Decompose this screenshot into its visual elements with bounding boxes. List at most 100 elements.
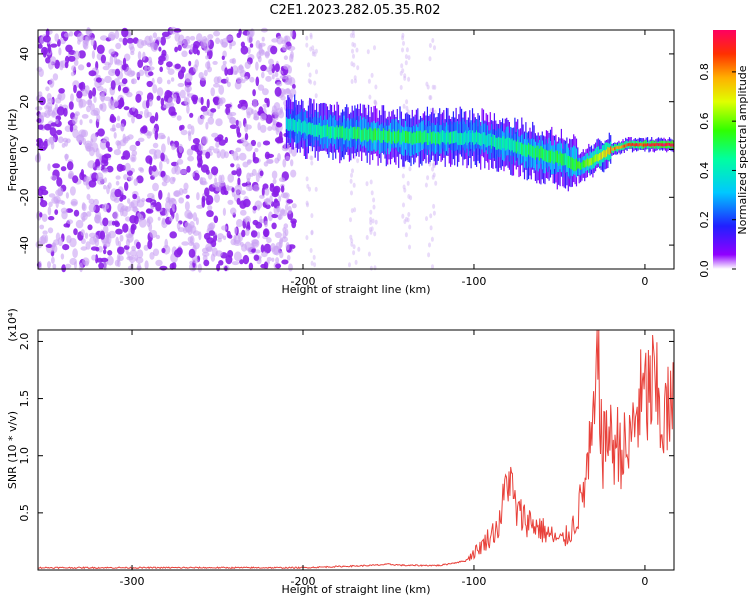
signal-cell (476, 130, 478, 143)
noise-speckle (219, 149, 226, 159)
signal-cell (433, 131, 435, 144)
noise-speckle (131, 245, 137, 252)
signal-cell (560, 153, 562, 166)
noise-speckle (402, 103, 406, 109)
noise-speckle (167, 192, 171, 202)
signal-cell (435, 133, 437, 146)
signal-cell (491, 136, 493, 149)
noise-speckle (102, 225, 109, 234)
noise-speckle (274, 63, 280, 73)
noise-speckle (155, 201, 162, 212)
noise-speckle (93, 96, 97, 103)
signal-cell (508, 137, 510, 150)
noise-speckle (173, 93, 177, 102)
noise-speckle (356, 65, 360, 71)
snr-y-multiplier: (x10⁴) (6, 308, 19, 342)
signal-cell (562, 153, 564, 166)
noise-speckle (139, 111, 144, 115)
noise-speckle (202, 251, 210, 257)
signal-cell (601, 151, 604, 159)
noise-speckle (309, 146, 313, 152)
noise-speckle (261, 71, 265, 79)
noise-speckle (206, 98, 210, 109)
noise-speckle (276, 205, 281, 213)
noise-speckle (254, 249, 261, 254)
noise-speckle (84, 85, 90, 94)
noise-speckle (61, 142, 66, 148)
noise-speckle (160, 152, 165, 162)
signal-cell (504, 138, 506, 151)
noise-speckle (80, 169, 84, 177)
noise-speckle (263, 261, 269, 270)
signal-cell (651, 143, 653, 147)
signal-cell (324, 125, 326, 138)
noise-speckle (51, 256, 55, 264)
signal-cell (588, 159, 590, 167)
noise-speckle (215, 250, 223, 257)
noise-speckle (348, 262, 351, 268)
noise-speckle (250, 230, 258, 238)
signal-cell (366, 129, 368, 142)
noise-speckle (174, 46, 179, 53)
noise-speckle (274, 86, 282, 97)
noise-speckle (54, 209, 59, 216)
noise-speckle (305, 35, 309, 41)
signal-cell (368, 129, 370, 141)
noise-speckle (99, 140, 107, 150)
noise-speckle (175, 212, 179, 222)
noise-speckle (108, 230, 116, 239)
signal-cell (447, 130, 449, 143)
noise-speckle (242, 254, 250, 265)
noise-speckle (132, 193, 138, 200)
noise-speckle (241, 229, 246, 238)
noise-speckle (90, 37, 95, 46)
noise-speckle (408, 224, 412, 230)
noise-speckle (203, 69, 208, 77)
noise-speckle (48, 201, 53, 208)
noise-speckle (120, 123, 125, 132)
signal-cell (339, 125, 341, 138)
noise-speckle (315, 69, 318, 75)
noise-speckle (429, 95, 433, 101)
noise-speckle (48, 216, 55, 221)
noise-speckle (164, 238, 168, 249)
noise-speckle (148, 99, 153, 107)
noise-speckle (116, 115, 121, 122)
noise-speckle (89, 119, 93, 124)
signal-cell (578, 161, 580, 169)
signal-cell (621, 145, 623, 149)
noise-speckle (37, 124, 44, 130)
noise-speckle (157, 216, 161, 221)
signal-cell (653, 143, 655, 147)
noise-speckle (163, 174, 171, 184)
noise-speckle (208, 230, 216, 237)
noise-speckle (92, 87, 97, 97)
noise-speckle (232, 151, 239, 161)
noise-speckle (158, 46, 162, 52)
signal-cell (391, 132, 393, 145)
noise-speckle (122, 37, 128, 46)
signal-cell (381, 131, 383, 143)
noise-speckle (52, 73, 59, 81)
noise-speckle (114, 68, 121, 77)
noise-speckle (212, 96, 220, 104)
signal-cell (570, 157, 572, 170)
noise-speckle (88, 198, 95, 204)
noise-speckle (98, 246, 103, 253)
noise-speckle (373, 231, 377, 237)
signal-cell (411, 133, 413, 146)
noise-speckle (240, 45, 249, 55)
noise-speckle (73, 50, 81, 60)
signal-cell (336, 125, 338, 138)
noise-speckle (139, 167, 145, 173)
noise-speckle (308, 72, 312, 78)
noise-speckle (238, 99, 247, 105)
noise-speckle (49, 56, 57, 65)
noise-speckle (228, 116, 236, 124)
signal-cell (444, 132, 446, 145)
noise-speckle (401, 35, 405, 41)
signal-cell (318, 123, 320, 135)
noise-speckle (141, 197, 146, 203)
noise-speckle (235, 119, 239, 127)
noise-speckle (282, 158, 287, 168)
